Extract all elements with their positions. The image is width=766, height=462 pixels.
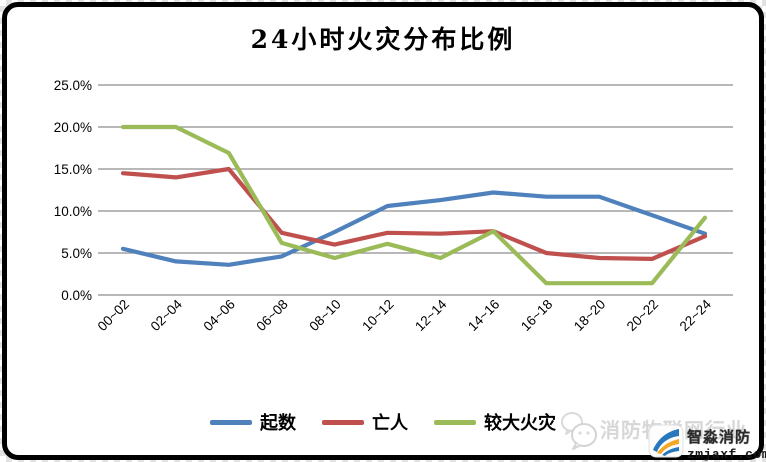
y-axis-tick-label: 20.0% [54, 120, 92, 135]
legend-label-jiaodahuozai: 较大火灾 [484, 413, 556, 434]
legend-swatch-jiaodahuozai [434, 419, 476, 425]
series-line-2 [120, 124, 708, 286]
x-axis-tick-label: 06~08 [253, 297, 290, 334]
legend-swatch-wangren [322, 419, 364, 425]
y-axis-tick-label: 10.0% [54, 204, 92, 219]
x-axis-tick-label: 10~12 [359, 297, 396, 334]
x-axis-tick-label: 08~10 [306, 297, 343, 334]
legend-item-jiaodahuozai: 较大火灾 [434, 409, 556, 435]
chart-title: 24小时火灾分布比例 [250, 25, 516, 54]
y-axis-tick-label: 25.0% [54, 78, 92, 93]
x-axis-tick-label: 22~24 [677, 296, 715, 334]
x-axis-tick-label: 20~22 [624, 297, 661, 334]
x-axis-tick-label: 02~04 [148, 296, 186, 334]
x-axis-tick-label: 18~20 [571, 297, 608, 334]
legend: 起数 亡人 较大火灾 [0, 409, 766, 435]
y-axis-tick-label: 0.0% [61, 288, 92, 303]
brand-domain: zmjaxf.com [687, 447, 766, 462]
y-axis-tick-label: 5.0% [61, 246, 92, 261]
legend-item-wangren: 亡人 [322, 409, 408, 435]
legend-swatch-qishu [210, 419, 252, 425]
x-axis-tick-label: 12~14 [412, 296, 450, 334]
brand-logo-icon [648, 424, 684, 458]
legend-label-qishu: 起数 [260, 413, 296, 434]
x-axis-tick-label: 14~16 [465, 297, 502, 334]
x-axis-tick-label: 04~06 [201, 297, 238, 334]
series-line-1 [120, 166, 708, 261]
legend-item-qishu: 起数 [210, 409, 296, 435]
brand-watermark: 智淼消防 zmjaxf.com [648, 424, 766, 462]
x-axis-tick-label: 00~02 [95, 297, 132, 334]
series-line-0 [120, 190, 708, 267]
x-axis-tick-label: 16~18 [518, 297, 555, 334]
y-axis-tick-label: 15.0% [54, 162, 92, 177]
brand-name: 智淼消防 [687, 429, 752, 446]
legend-label-wangren: 亡人 [372, 413, 408, 434]
wechat-icon [561, 412, 597, 450]
